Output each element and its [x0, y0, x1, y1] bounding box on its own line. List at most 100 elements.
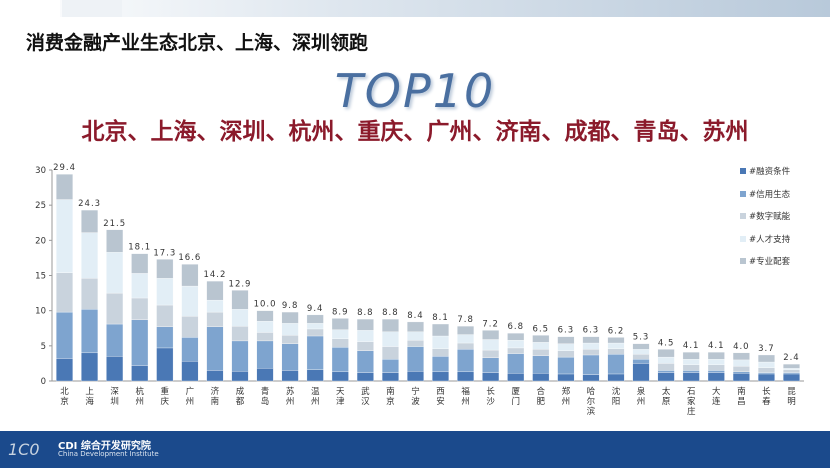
bar-segment — [231, 371, 249, 382]
bar-segment — [557, 373, 575, 382]
bar-segment — [682, 364, 700, 371]
bar-segment — [507, 353, 525, 374]
bar-segment — [106, 292, 124, 325]
bar-total-label: 21.5 — [103, 219, 126, 229]
x-category-label: 济 — [211, 386, 220, 397]
x-category-label: 苏 — [286, 386, 295, 397]
bar-segment — [532, 342, 550, 350]
bar-segment — [281, 370, 299, 382]
bar-segment — [707, 364, 725, 371]
bar-segment — [582, 336, 600, 344]
bar-total-label: 6.8 — [507, 322, 524, 332]
x-category-label: 沙 — [486, 397, 495, 407]
x-category-label: 沈 — [612, 386, 621, 397]
bar-segment — [206, 299, 224, 313]
legend-label: #专业配套 — [749, 257, 791, 268]
slide-title: 消费金融产业生态北京、上海、深圳领跑 — [26, 32, 369, 54]
bar-total-label: 17.3 — [153, 248, 176, 258]
x-category-label: 温 — [311, 386, 320, 397]
footer-logo-sub: China Development Institute — [58, 450, 159, 458]
x-category-label: 合 — [537, 386, 546, 397]
legend-item: #人才支持 — [740, 228, 790, 251]
bar-segment — [657, 349, 675, 358]
legend-swatch — [740, 168, 746, 175]
bar-segment — [381, 372, 399, 382]
bar-total-label: 6.5 — [533, 324, 550, 334]
bar-segment — [757, 373, 775, 382]
bar-segment — [783, 373, 800, 382]
bar-segment — [783, 372, 800, 375]
x-category-label: 大 — [712, 386, 721, 397]
x-category-label: 厦 — [511, 387, 520, 397]
bar-segment — [657, 356, 675, 364]
bar-segment — [356, 350, 374, 373]
bar-total-label: 9.8 — [282, 301, 299, 311]
bar-segment — [106, 323, 124, 357]
bar-segment — [632, 354, 650, 360]
top10-cities: 北京、上海、深圳、杭州、重庆、广州、济南、成都、青岛、苏州 — [81, 119, 749, 145]
bar-segment — [607, 354, 625, 375]
bar-total-label: 10.0 — [254, 300, 277, 310]
bar-segment — [381, 359, 399, 373]
bar-segment — [482, 349, 500, 358]
bar-total-label: 8.8 — [382, 308, 399, 318]
bar-segment — [557, 350, 575, 358]
bar-segment — [356, 372, 374, 382]
legend-item: #融资条件 — [740, 160, 790, 183]
bar-segment — [632, 363, 650, 382]
bar-segment — [482, 372, 500, 382]
bar-segment — [356, 318, 374, 331]
bar-total-label: 18.1 — [128, 243, 151, 253]
x-category-label: 州 — [286, 397, 295, 407]
chart-legend: #融资条件 #信用生态 #数字赋能 #人才支持 #专业配套 — [740, 160, 790, 273]
bar-segment — [507, 340, 525, 349]
bar-segment — [106, 356, 124, 382]
bar-segment — [757, 372, 775, 375]
bar-segment — [457, 342, 475, 350]
bar-segment — [381, 331, 399, 347]
x-category-label: 州 — [637, 397, 646, 407]
bar-segment — [407, 371, 424, 382]
bar-segment — [532, 355, 550, 374]
x-category-label: 京 — [386, 396, 395, 407]
x-category-label: 上 — [85, 387, 94, 397]
bar-segment — [56, 272, 73, 313]
bar-segment — [632, 359, 650, 364]
y-tick-label: 15 — [35, 272, 46, 282]
x-category-label: 安 — [436, 396, 445, 407]
bar-segment — [131, 253, 149, 274]
x-category-label: 宁 — [411, 386, 420, 397]
x-category-label: 尔 — [587, 396, 596, 407]
x-category-label: 州 — [186, 397, 195, 407]
footer-logo-text: CDI 综合开发研究院 — [58, 441, 151, 452]
bar-segment — [732, 359, 750, 367]
bar-segment — [632, 349, 650, 355]
bar-segment — [757, 361, 775, 368]
x-category-label: 庆 — [161, 396, 170, 407]
legend-label: #数字赋能 — [749, 212, 791, 223]
bar-segment — [156, 304, 174, 327]
bar-total-label: 2.4 — [783, 353, 800, 363]
bar-segment — [131, 273, 149, 299]
bar-segment — [407, 331, 424, 341]
legend-label: #融资条件 — [749, 167, 791, 178]
header-segment — [0, 0, 60, 17]
x-category-label: 北 — [60, 387, 69, 397]
bar-segment — [131, 365, 149, 382]
x-category-label: 南 — [211, 396, 220, 407]
bar-segment — [707, 372, 725, 382]
bar-total-label: 8.1 — [432, 313, 449, 323]
bar-segment — [106, 229, 124, 253]
bar-segment — [131, 319, 149, 366]
legend-item: #专业配套 — [740, 250, 790, 273]
bar-segment — [457, 325, 475, 335]
bar-total-label: 4.0 — [733, 342, 750, 352]
x-category-label: 阳 — [612, 397, 621, 407]
x-category-label: 都 — [236, 397, 245, 407]
bar-segment — [432, 348, 449, 357]
bar-segment — [181, 285, 199, 317]
bar-total-label: 4.5 — [658, 338, 675, 348]
bar-segment — [356, 341, 374, 351]
bar-segment — [607, 342, 625, 349]
bar-segment — [632, 343, 650, 350]
